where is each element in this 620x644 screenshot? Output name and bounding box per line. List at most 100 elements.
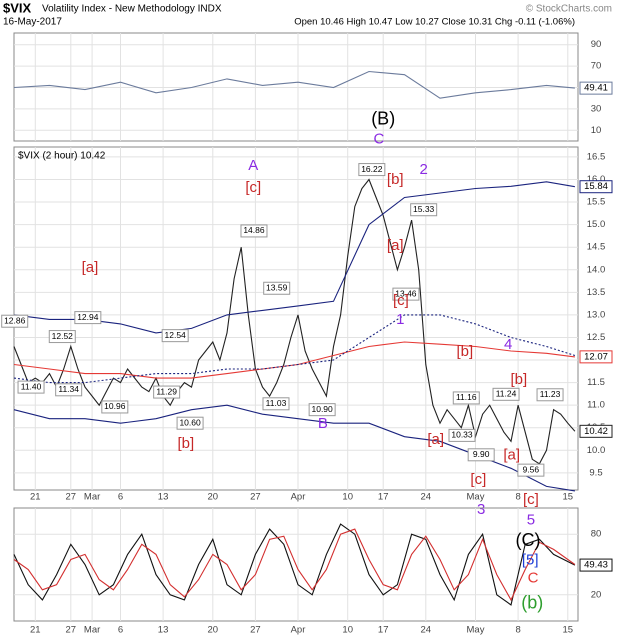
price-box (262, 397, 290, 411)
series-line (13, 181, 575, 334)
wave-label: [a] (387, 237, 404, 254)
x-tick-label: 13 (158, 625, 169, 636)
price-label: 10.60 (179, 417, 201, 427)
panel-frame (13, 507, 579, 622)
price-box (74, 311, 102, 325)
x-tick-label: 17 (378, 492, 389, 503)
y-tick-label: 12.5 (587, 332, 606, 343)
value-tag-label: 12.07 (584, 351, 608, 362)
name: Volatility Index - New Methodology INDX (42, 4, 222, 15)
x-tick-label: 6 (118, 625, 123, 636)
quote: Open 10.46 High 10.47 Low 10.27 Close 10… (294, 17, 575, 28)
price-box (517, 463, 545, 477)
y-tick-label: 9.5 (589, 467, 602, 478)
price-label: 9.56 (523, 464, 540, 474)
x-tick-label: 27 (66, 492, 77, 503)
x-tick-label: 8 (515, 492, 520, 503)
price-box (410, 203, 438, 217)
wave-label: (b) (521, 593, 543, 613)
value-tag-label: 15.84 (584, 181, 608, 192)
x-tick-label: Apr (291, 492, 306, 503)
x-tick-label: May (467, 625, 485, 636)
price-box (48, 330, 76, 344)
x-tick-label: 27 (66, 625, 77, 636)
price-label: 16.22 (361, 164, 383, 174)
price-box (358, 163, 386, 177)
wave-label: 3 (477, 501, 485, 518)
wave-label: [a] (82, 259, 99, 276)
x-tick-label: Mar (84, 625, 100, 636)
price-label: 12.94 (77, 312, 99, 322)
x-tick-label: 24 (421, 625, 432, 636)
price-label: 11.03 (266, 398, 287, 408)
series-line (13, 178, 576, 465)
wave-label: (B) (371, 109, 395, 129)
wave-label: 1 (396, 311, 404, 328)
value-tag-label: 49.41 (584, 83, 608, 94)
series-line (13, 528, 576, 602)
price-box (153, 385, 181, 399)
wave-label: C (374, 131, 385, 148)
price-label: 10.33 (451, 430, 473, 440)
panel-title: $VIX (2 hour) 10.42 (18, 151, 106, 162)
y-tick-label: 14.5 (587, 242, 606, 253)
price-box (448, 428, 476, 442)
y-tick-label: 10.0 (587, 445, 606, 456)
y-tick-label: 13.0 (587, 309, 606, 320)
x-tick-label: 20 (208, 492, 219, 503)
price-box (240, 224, 268, 238)
x-tick-label: May (467, 492, 485, 503)
wave-label: [c] (523, 491, 539, 508)
x-tick-label: 24 (421, 492, 432, 503)
x-tick-label: 8 (515, 625, 520, 636)
price-label: 11.40 (21, 381, 42, 391)
value-tag (579, 558, 613, 572)
wave-label: [b] (510, 371, 527, 388)
value-tag-label: 49.43 (584, 560, 608, 571)
x-tick-label: 27 (250, 625, 261, 636)
price-box (452, 391, 480, 405)
wave-label: 4 (504, 336, 512, 353)
x-tick-label: 17 (378, 625, 389, 636)
credit: © StockCharts.com (526, 4, 612, 15)
price-label: 10.90 (311, 404, 333, 414)
series-line (13, 523, 576, 606)
value-tag-label: 10.42 (584, 426, 608, 437)
wave-label: [a] (427, 431, 444, 448)
x-tick-label: 15 (563, 492, 574, 503)
price-box (1, 314, 29, 328)
price-label: 15.33 (413, 204, 435, 214)
price-box (176, 416, 204, 430)
wave-label: [c] (245, 179, 261, 196)
y-tick-label: 70 (591, 61, 602, 72)
price-label: 12.52 (52, 331, 74, 341)
price-box (308, 403, 336, 417)
x-tick-label: 6 (118, 492, 123, 503)
price-label: 11.16 (456, 392, 477, 402)
wave-label: [5] (522, 551, 539, 568)
y-tick-label: 10 (591, 125, 602, 136)
y-tick-label: 16.0 (587, 174, 606, 185)
x-tick-label: 10 (342, 492, 353, 503)
price-label: 9.90 (473, 449, 490, 459)
price-label: 11.34 (58, 384, 79, 394)
price-box (467, 448, 495, 462)
symbol: $VIX (3, 0, 32, 15)
value-tag (579, 180, 613, 194)
price-label: 13.59 (266, 283, 288, 293)
wave-label: (C) (516, 530, 541, 550)
wave-label: [c] (470, 471, 486, 488)
y-tick-label: 16.5 (587, 151, 606, 162)
y-tick-label: 30 (591, 103, 602, 114)
x-tick-label: 27 (250, 492, 261, 503)
date: 16-May-2017 (3, 17, 62, 28)
value-tag (579, 81, 613, 95)
price-box (536, 388, 564, 402)
price-label: 13.46 (395, 288, 417, 298)
series-line (13, 70, 575, 99)
y-tick-label: 20 (591, 589, 602, 600)
x-tick-label: 15 (563, 625, 574, 636)
wave-label: [b] (457, 343, 474, 360)
